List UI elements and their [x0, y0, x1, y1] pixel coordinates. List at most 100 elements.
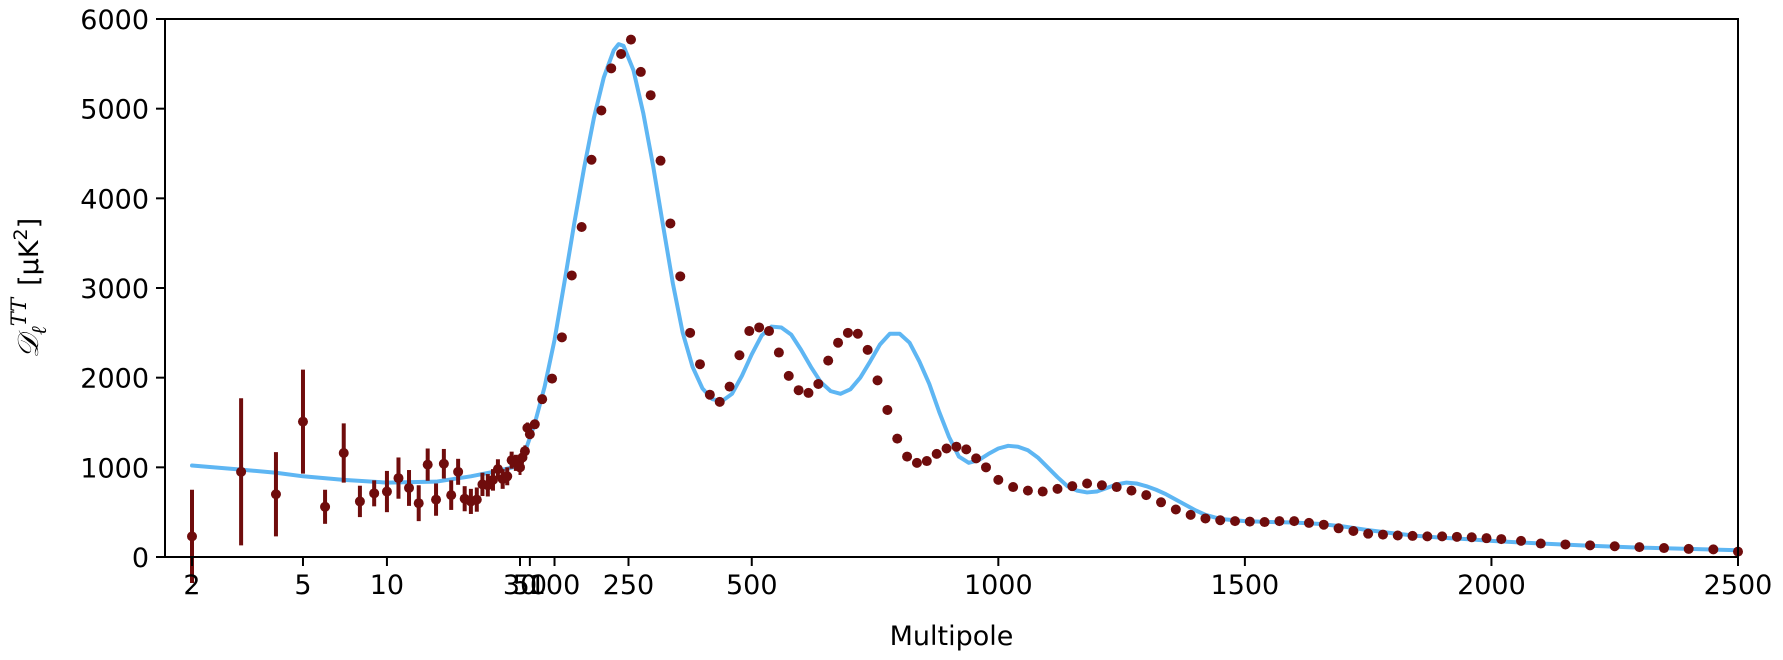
x-tick-label: 250	[603, 570, 655, 601]
data-marker	[1535, 538, 1546, 549]
data-marker	[675, 271, 686, 282]
data-point	[616, 48, 627, 59]
data-point	[665, 218, 676, 229]
data-marker	[576, 222, 587, 233]
data-marker	[1082, 478, 1093, 489]
data-point	[1348, 525, 1359, 536]
data-marker	[872, 375, 883, 386]
data-marker	[519, 446, 530, 457]
data-point	[842, 327, 853, 338]
data-marker	[1363, 528, 1374, 539]
data-point	[1481, 533, 1492, 544]
data-marker	[547, 373, 558, 384]
data-marker	[921, 456, 932, 467]
model-curve-layer	[190, 42, 1740, 553]
data-marker	[1466, 532, 1477, 543]
data-point	[961, 444, 972, 455]
data-marker	[1634, 542, 1645, 553]
y-axis-title-sub: ℓ	[27, 326, 51, 335]
data-point	[431, 483, 442, 516]
data-marker	[980, 462, 991, 473]
data-point	[492, 459, 503, 479]
data-point	[471, 487, 482, 512]
data-marker	[902, 451, 913, 462]
data-point	[773, 347, 784, 358]
data-marker	[1516, 535, 1527, 546]
data-marker	[823, 355, 834, 366]
data-point	[971, 453, 982, 464]
data-marker	[971, 453, 982, 464]
y-axis-title-unit-close: ]	[14, 218, 45, 229]
data-point	[1451, 531, 1462, 542]
data-point	[519, 445, 530, 458]
data-point	[1634, 542, 1645, 553]
x-tick-label: 10	[370, 570, 404, 601]
data-point	[714, 396, 725, 407]
data-point	[1096, 480, 1107, 491]
data-marker	[685, 327, 696, 338]
data-point	[902, 451, 913, 462]
data-point	[1082, 478, 1093, 489]
data-point	[754, 322, 765, 333]
data-point	[537, 394, 548, 405]
data-point	[980, 462, 991, 473]
data-point	[524, 429, 535, 440]
data-point	[446, 480, 457, 510]
data-marker	[1244, 516, 1255, 527]
data-point	[852, 328, 863, 339]
data-marker	[1683, 543, 1694, 554]
data-point	[1126, 485, 1137, 496]
data-point	[1111, 482, 1122, 493]
data-point	[734, 350, 745, 361]
data-marker	[1289, 516, 1300, 527]
data-marker	[1008, 482, 1019, 493]
data-point	[1708, 544, 1719, 555]
data-point	[596, 105, 607, 116]
data-point	[803, 387, 814, 398]
data-point	[422, 448, 433, 481]
data-marker	[1156, 497, 1167, 508]
data-point	[1437, 531, 1448, 542]
y-tick-label: 3000	[80, 274, 149, 305]
data-point	[635, 66, 646, 77]
data-marker	[438, 458, 449, 469]
data-point	[941, 443, 952, 454]
data-point	[1585, 540, 1596, 551]
data-marker	[645, 90, 656, 101]
data-marker	[1560, 539, 1571, 550]
data-marker	[1659, 543, 1670, 554]
data-marker	[1585, 540, 1596, 551]
data-point	[187, 489, 197, 584]
data-marker	[502, 471, 513, 482]
data-point	[1052, 483, 1063, 494]
data-marker	[1259, 517, 1270, 528]
data-marker	[471, 494, 482, 505]
data-point	[625, 34, 636, 45]
y-tick-label: 4000	[80, 184, 149, 215]
data-marker	[793, 385, 804, 396]
data-point	[354, 485, 365, 518]
data-point	[1215, 515, 1226, 526]
data-marker	[236, 466, 247, 477]
data-point	[556, 332, 567, 343]
data-point	[1259, 517, 1270, 528]
data-marker	[833, 337, 844, 348]
x-tick-label: 30	[503, 570, 537, 601]
data-marker	[187, 531, 197, 542]
data-marker	[354, 496, 365, 507]
data-marker	[1437, 531, 1448, 542]
data-marker	[783, 370, 794, 381]
data-point	[1008, 482, 1019, 493]
x-tick-label: 1500	[1211, 570, 1280, 601]
data-marker	[1392, 530, 1403, 541]
data-marker	[1422, 531, 1433, 542]
data-marker	[446, 490, 457, 501]
data-point	[1560, 539, 1571, 550]
y-tick-label: 2000	[80, 364, 149, 395]
data-point	[1609, 541, 1620, 552]
data-point	[872, 375, 883, 386]
data-point	[724, 381, 735, 392]
data-marker	[1141, 490, 1152, 501]
data-marker	[393, 473, 404, 484]
